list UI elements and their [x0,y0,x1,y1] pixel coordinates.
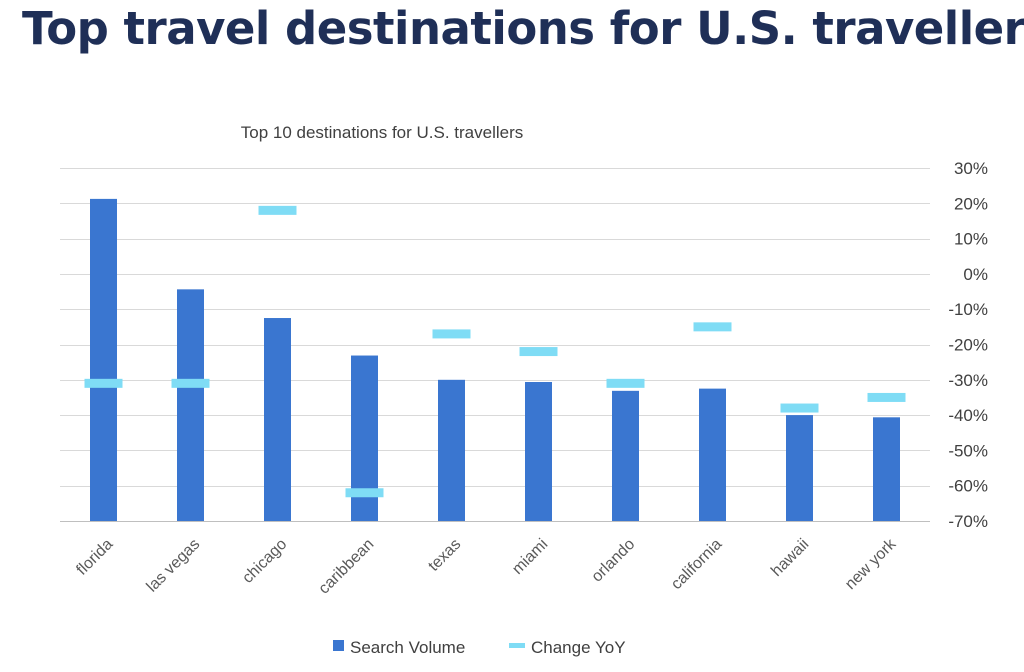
change-yoy-marker [693,322,732,332]
right-axis-tick-labels: 30% 20% 10% 0% -10% -20% -30% -40% -50% -60% -70% [948,159,988,531]
right-axis-tick-label: 30% [954,159,988,178]
change-yoy-marker [780,403,819,413]
category-label: florida [73,536,116,579]
right-axis-tick-label: -20% [948,336,988,355]
legend-search-volume-swatch [333,640,344,651]
change-yoy-marker [84,378,123,388]
legend: Search Volume Change YoY [333,638,626,657]
right-axis-tick-label: 10% [954,230,988,249]
change-yoy-marker [258,205,297,215]
change-yoy-markers [84,205,906,498]
category-label: orlando [589,536,639,586]
search-volume-bar [612,390,639,521]
category-label: hawaii [768,536,812,580]
search-volume-bar [873,417,900,521]
search-volume-bars [90,198,900,521]
search-volume-bar [525,382,552,521]
category-label: texas [425,536,464,575]
category-label: miami [509,536,551,578]
right-axis-tick-label: -60% [948,477,988,496]
search-volume-bar [177,289,204,521]
change-yoy-marker [345,488,384,498]
legend-search-volume-label: Search Volume [350,638,465,657]
right-axis-tick-label: 20% [954,194,988,213]
change-yoy-marker [867,392,906,402]
search-volume-bar [786,415,813,521]
category-label: caribbean [316,536,378,598]
change-yoy-marker [519,347,558,357]
gridlines [60,168,930,522]
category-label: california [668,536,725,593]
right-axis-tick-label: -10% [948,300,988,319]
category-label: chicago [239,536,290,587]
right-axis-tick-label: -40% [948,406,988,425]
right-axis-tick-label: 0% [963,265,988,284]
change-yoy-marker [432,329,471,339]
legend-change-yoy-swatch [509,643,525,648]
change-yoy-marker [171,378,210,388]
category-label: las vegas [144,536,204,596]
change-yoy-marker [606,378,645,388]
right-axis-tick-label: -70% [948,512,988,531]
category-labels: florida las vegas chicago caribbean texas mia… [73,535,900,597]
legend-change-yoy-label: Change YoY [531,638,626,657]
chart-title: Top 10 destinations for U.S. travellers [241,123,524,142]
page-title: Top travel destinations for U.S. travell… [22,2,1024,55]
search-volume-bar [90,198,117,521]
search-volume-bar [264,318,291,521]
category-label: new york [842,535,900,593]
right-axis-tick-label: -30% [948,371,988,390]
right-axis-tick-label: -50% [948,441,988,460]
search-volume-bar [438,379,465,521]
search-volume-bar [699,388,726,521]
